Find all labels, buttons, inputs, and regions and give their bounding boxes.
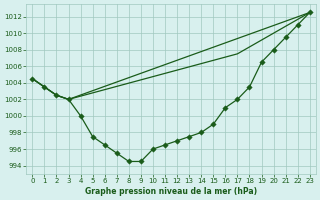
X-axis label: Graphe pression niveau de la mer (hPa): Graphe pression niveau de la mer (hPa) (85, 187, 257, 196)
